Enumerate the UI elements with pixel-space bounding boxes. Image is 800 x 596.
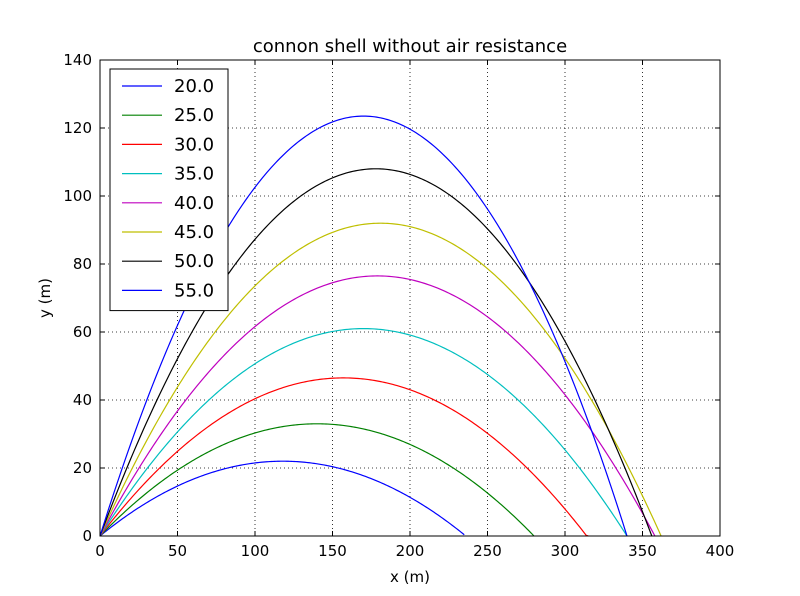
y-tick-label: 0: [82, 527, 92, 545]
x-tick-label: 350: [628, 542, 657, 560]
x-tick-label: 150: [318, 542, 347, 560]
x-axis-label: x (m): [390, 568, 430, 586]
x-tick-label: 100: [241, 542, 270, 560]
series-line-40.0: [99, 275, 656, 537]
series-line-20.0: [99, 460, 465, 537]
series-group: [99, 115, 662, 537]
y-tick-label: 80: [73, 255, 92, 273]
series-line-25.0: [99, 423, 535, 537]
chart-title: connon shell without air resistance: [253, 36, 567, 57]
legend: 20.0 25.0 30.0 35.0 40.0 45.0 50.0 55.0: [109, 68, 229, 312]
y-axis-label: y (m): [36, 278, 54, 318]
x-tick-label: 50: [168, 542, 187, 560]
grid: [100, 60, 720, 536]
legend-label: 55.0: [174, 280, 214, 301]
legend-label: 20.0: [174, 76, 214, 97]
x-tick-label: 400: [706, 542, 735, 560]
y-tick-label: 120: [63, 119, 92, 137]
y-tick-label: 20: [73, 459, 92, 477]
x-tick-label: 300: [551, 542, 580, 560]
legend-label: 45.0: [174, 222, 214, 243]
x-tick-label: 250: [473, 542, 502, 560]
y-tick-label: 60: [73, 323, 92, 341]
ticks: 0 50 100 150 200 250 300 350 400 0 20 40 60 80 100 120 1…: [63, 51, 734, 560]
legend-box: [109, 68, 229, 312]
legend-label: 40.0: [174, 193, 214, 214]
legend-label: 35.0: [174, 164, 214, 185]
series-line-45.0: [99, 222, 662, 537]
x-tick-label: 0: [95, 542, 105, 560]
y-tick-label: 40: [73, 391, 92, 409]
y-tick-label: 140: [63, 51, 92, 69]
legend-label: 25.0: [174, 105, 214, 126]
series-line-30.0: [99, 377, 589, 537]
series-line-50.0: [99, 168, 653, 537]
x-tick-label: 200: [396, 542, 425, 560]
y-tick-label: 100: [63, 187, 92, 205]
legend-label: 50.0: [174, 251, 214, 272]
series-line-35.0: [99, 327, 628, 537]
legend-label: 30.0: [174, 134, 214, 155]
